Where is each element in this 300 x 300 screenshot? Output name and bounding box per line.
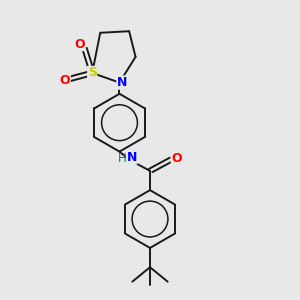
Text: N: N [117, 76, 127, 89]
Text: O: O [171, 152, 182, 164]
Text: O: O [74, 38, 85, 50]
Text: O: O [60, 74, 70, 88]
Text: S: S [88, 66, 97, 80]
Text: H: H [118, 152, 126, 164]
Text: N: N [127, 151, 137, 164]
